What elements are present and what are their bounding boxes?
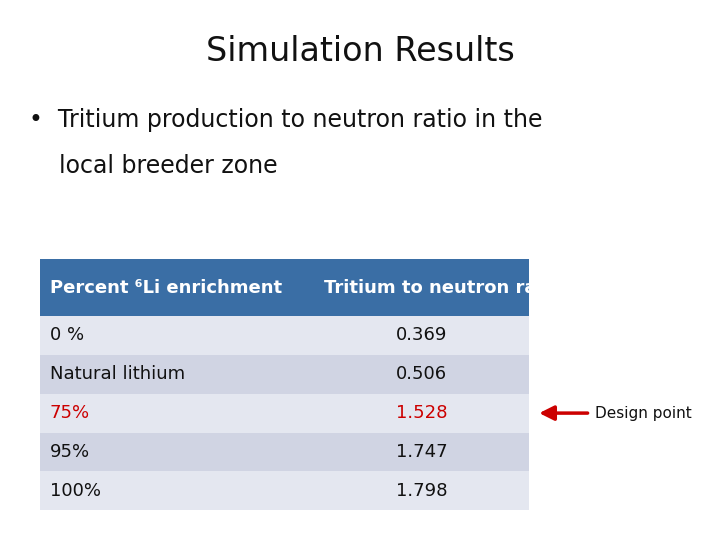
Text: Natural lithium: Natural lithium: [50, 365, 185, 383]
Bar: [314, 259, 529, 316]
Text: 1.528: 1.528: [396, 404, 447, 422]
Text: 1.798: 1.798: [396, 482, 447, 500]
Text: 75%: 75%: [50, 404, 90, 422]
Bar: [314, 471, 529, 510]
Text: 95%: 95%: [50, 443, 90, 461]
Text: 0 %: 0 %: [50, 326, 84, 345]
Bar: [314, 433, 529, 471]
Bar: [40, 355, 314, 394]
Text: 100%: 100%: [50, 482, 101, 500]
Bar: [40, 394, 314, 433]
Bar: [40, 316, 314, 355]
Text: •  Tritium production to neutron ratio in the: • Tritium production to neutron ratio in…: [29, 108, 542, 132]
Text: 0.506: 0.506: [396, 365, 447, 383]
Text: Design point: Design point: [595, 406, 692, 421]
Text: local breeder zone: local breeder zone: [29, 154, 277, 178]
Bar: [314, 316, 529, 355]
Bar: [40, 259, 314, 316]
Text: Simulation Results: Simulation Results: [206, 35, 514, 68]
Text: 0.369: 0.369: [396, 326, 447, 345]
Bar: [314, 394, 529, 433]
Bar: [314, 355, 529, 394]
Text: Tritium to neutron ratio: Tritium to neutron ratio: [324, 279, 563, 296]
Text: 1.747: 1.747: [396, 443, 447, 461]
Text: Percent ⁶Li enrichment: Percent ⁶Li enrichment: [50, 279, 282, 296]
Bar: [40, 471, 314, 510]
Bar: [40, 433, 314, 471]
